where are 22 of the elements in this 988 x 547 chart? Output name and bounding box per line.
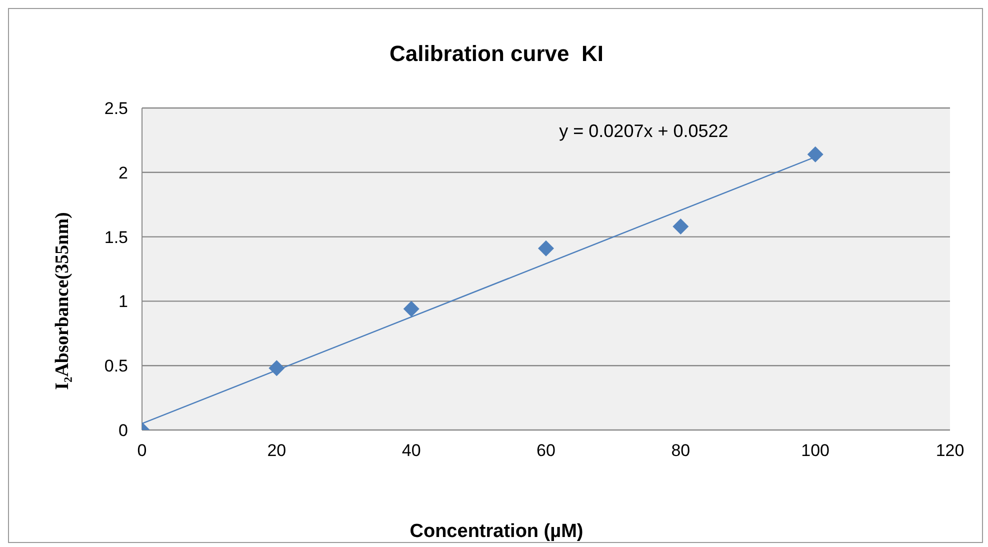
- x-tick-label: 60: [536, 441, 556, 460]
- point: [672, 218, 689, 234]
- x-tick-label: 120: [936, 441, 964, 460]
- point: [268, 360, 285, 376]
- x-tick-label: 20: [267, 441, 286, 460]
- point: [538, 240, 554, 256]
- y-tick-label: 0.5: [104, 356, 128, 376]
- x-tick-label: 80: [671, 441, 690, 460]
- point: [403, 300, 420, 317]
- y-tick-label: 2.5: [104, 99, 128, 118]
- point: [807, 146, 824, 162]
- y-tick-label: 1: [118, 292, 128, 312]
- y-tick-label: 0: [118, 421, 128, 440]
- annotation: y = 0.0207x + 0.0522: [559, 121, 728, 142]
- x-tick-label: 0: [137, 441, 147, 460]
- y-tick-label: 2: [118, 163, 128, 182]
- x-tick-label: 100: [801, 441, 830, 460]
- chart-title: Calibration curve KI: [388, 41, 604, 67]
- y-tick-label: 1.5: [104, 228, 128, 247]
- y-axis-title: I₂Absorbance(355nm): [52, 212, 74, 390]
- x-axis-title: Concentration (µM): [408, 521, 584, 543]
- x-tick-label: 40: [402, 441, 421, 460]
